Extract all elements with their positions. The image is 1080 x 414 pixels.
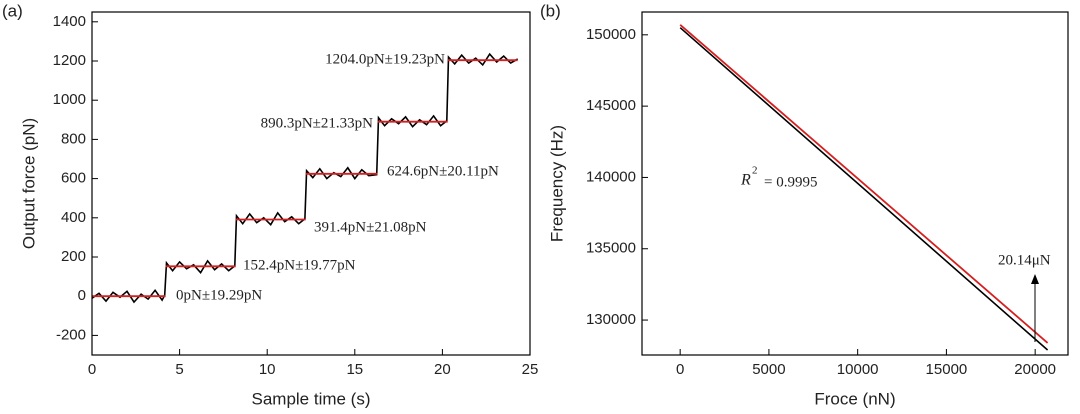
y-tick-label: -200 — [56, 326, 86, 343]
panel-label: (a) — [2, 1, 23, 20]
y-tick-label: 800 — [61, 130, 86, 147]
x-tick-label: 20 — [434, 361, 451, 378]
data-line — [679, 24, 1049, 344]
y-axis-label: Frequency (Hz) — [547, 125, 566, 242]
annotation: 0pN±19.29pN — [176, 287, 262, 303]
x-tick-label: 10000 — [837, 361, 879, 378]
annotation: R — [740, 172, 751, 189]
x-tick-label: 0 — [676, 361, 684, 378]
y-tick-label: 1400 — [53, 13, 86, 30]
y-tick-label: 600 — [61, 170, 86, 187]
x-tick-label: 25 — [522, 361, 539, 378]
y-tick-label: 140000 — [586, 168, 636, 185]
panel: (b) 0 5000 10000 15000 20000 130000 135000 14000… — [540, 1, 1069, 408]
x-tick-label: 15 — [346, 361, 363, 378]
annotation: 890.3pN±21.33pN — [261, 115, 374, 131]
x-tick-label: 15000 — [926, 361, 968, 378]
x-tick-label: 5 — [175, 361, 183, 378]
annotation: 624.6pN±20.11pN — [387, 163, 499, 179]
annotation: 152.4pN±19.77pN — [243, 257, 356, 273]
y-axis-label: Output force (pN) — [19, 118, 38, 249]
plot-frame — [641, 11, 1069, 356]
annotation: 2 — [752, 165, 758, 177]
annotation: 1204.0pN±19.23pN — [325, 51, 445, 67]
y-tick-label: 1200 — [53, 52, 86, 69]
y-tick-label: 400 — [61, 209, 86, 226]
arrow-head — [1031, 274, 1039, 284]
annotation: = 0.9995 — [764, 174, 817, 190]
y-tick-label: 0 — [78, 287, 86, 304]
y-tick-label: 130000 — [586, 311, 636, 328]
panel-label: (b) — [540, 1, 561, 20]
x-tick-label: 5000 — [752, 361, 785, 378]
y-tick-label: 200 — [61, 248, 86, 265]
x-axis-label: Sample time (s) — [251, 389, 370, 408]
plot-frame — [91, 11, 531, 356]
x-tick-label: 0 — [88, 361, 96, 378]
x-axis-label: Froce (nN) — [814, 389, 895, 408]
panel: (a) 0 5 10 15 20 25 -200 0 200 400 600 800 1000 1200 14… — [2, 1, 538, 408]
y-tick-label: 145000 — [586, 97, 636, 114]
annotation: 20.14μN — [998, 252, 1051, 268]
y-tick-label: 1000 — [53, 91, 86, 108]
annotation: 391.4pN±21.08pN — [314, 219, 427, 235]
x-tick-label: 10 — [259, 361, 276, 378]
x-tick-label: 20000 — [1014, 361, 1056, 378]
y-tick-label: 150000 — [586, 26, 636, 43]
data-line — [679, 27, 1049, 351]
data-line — [92, 59, 518, 298]
y-tick-label: 135000 — [586, 240, 636, 257]
